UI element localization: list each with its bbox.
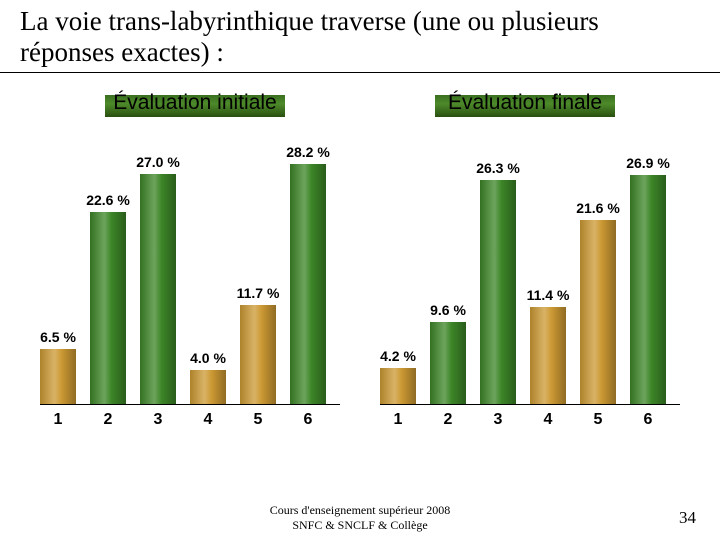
bar-value-label: 27.0 %	[130, 154, 186, 170]
bar: 11.7 %	[240, 305, 276, 405]
bar-value-label: 4.2 %	[370, 348, 426, 364]
bar-fill	[40, 349, 76, 404]
bar-value-label: 11.4 %	[520, 287, 576, 303]
x-axis-label: 4	[530, 411, 566, 429]
chart-left-xlabels: 123456	[40, 407, 340, 435]
bar: 21.6 %	[580, 220, 616, 404]
bar-fill	[90, 212, 126, 404]
bar-fill	[190, 370, 226, 404]
x-axis-label: 4	[190, 411, 226, 429]
bar: 11.4 %	[530, 307, 566, 404]
bar-fill	[630, 175, 666, 404]
subtitle-right-text: Évaluation finale	[385, 91, 665, 115]
x-axis-label: 2	[90, 411, 126, 429]
bar: 27.0 %	[140, 174, 176, 404]
bar: 26.9 %	[630, 175, 666, 404]
footer-line2: SNFC & SNCLF & Collège	[0, 518, 720, 532]
chart-left: 6.5 %22.6 %27.0 %4.0 %11.7 %28.2 % 12345…	[30, 135, 350, 435]
chart-right-plot: 4.2 %9.6 %26.3 %11.4 %21.6 %26.9 %	[380, 135, 680, 405]
bar-value-label: 26.3 %	[470, 160, 526, 176]
bar-fill	[580, 220, 616, 404]
chart-right: 4.2 %9.6 %26.3 %11.4 %21.6 %26.9 % 12345…	[370, 135, 690, 435]
x-axis-label: 5	[580, 411, 616, 429]
bar-fill	[380, 368, 416, 404]
bar-value-label: 11.7 %	[230, 285, 286, 301]
bar: 28.2 %	[290, 164, 326, 404]
bar-value-label: 28.2 %	[280, 144, 336, 160]
title-area: La voie trans-labyrinthique traverse (un…	[0, 0, 720, 73]
bar-value-label: 9.6 %	[420, 302, 476, 318]
bar-value-label: 22.6 %	[80, 192, 136, 208]
bar-fill	[140, 174, 176, 404]
subtitle-left: Évaluation initiale	[55, 91, 335, 115]
x-axis-label: 2	[430, 411, 466, 429]
bar-value-label: 4.0 %	[180, 350, 236, 366]
page-number: 34	[679, 508, 696, 528]
subtitle-right: Évaluation finale	[385, 91, 665, 115]
x-axis-label: 3	[480, 411, 516, 429]
bar-value-label: 6.5 %	[30, 329, 86, 345]
bar-fill	[430, 322, 466, 404]
x-axis-label: 5	[240, 411, 276, 429]
chart-left-plot: 6.5 %22.6 %27.0 %4.0 %11.7 %28.2 %	[40, 135, 340, 405]
subtitles-row: Évaluation initiale Évaluation finale	[0, 91, 720, 115]
x-axis-label: 1	[40, 411, 76, 429]
bar: 6.5 %	[40, 349, 76, 404]
bar-fill	[480, 180, 516, 404]
bar-fill	[290, 164, 326, 404]
bar: 26.3 %	[480, 180, 516, 404]
page-title: La voie trans-labyrinthique traverse (un…	[20, 6, 700, 68]
bar: 4.0 %	[190, 370, 226, 404]
bar-value-label: 21.6 %	[570, 200, 626, 216]
x-axis-label: 3	[140, 411, 176, 429]
footer-line1: Cours d'enseignement supérieur 2008	[0, 503, 720, 517]
charts-row: 6.5 %22.6 %27.0 %4.0 %11.7 %28.2 % 12345…	[0, 135, 720, 435]
subtitle-left-text: Évaluation initiale	[55, 91, 335, 115]
chart-right-xlabels: 123456	[380, 407, 680, 435]
bar: 4.2 %	[380, 368, 416, 404]
bar-fill	[530, 307, 566, 404]
bar-value-label: 26.9 %	[620, 155, 676, 171]
x-axis-label: 6	[630, 411, 666, 429]
bar: 22.6 %	[90, 212, 126, 404]
bar: 9.6 %	[430, 322, 466, 404]
x-axis-label: 6	[290, 411, 326, 429]
bar-fill	[240, 305, 276, 405]
footer: Cours d'enseignement supérieur 2008 SNFC…	[0, 503, 720, 532]
x-axis-label: 1	[380, 411, 416, 429]
